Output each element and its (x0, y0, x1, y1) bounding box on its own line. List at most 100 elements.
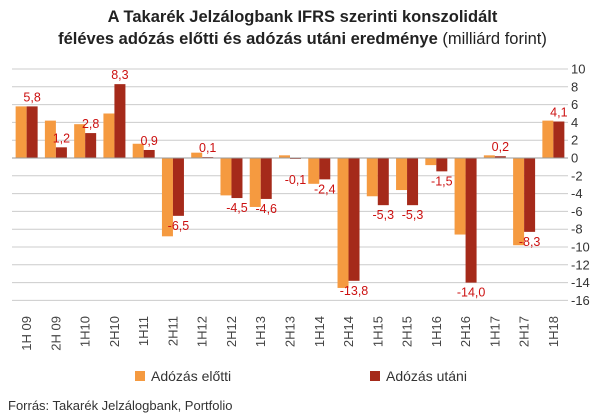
x-tick-label: 1H16 (429, 316, 444, 347)
bar-after-tax (55, 147, 67, 158)
x-tick-label: 1H10 (78, 316, 93, 347)
bar-after-tax (465, 158, 477, 283)
bar-before-tax (425, 158, 437, 166)
y-tick-label: 0 (571, 151, 578, 166)
legend-label-before-tax: Adózás előtti (151, 368, 232, 384)
data-label: 8,3 (111, 68, 128, 82)
x-tick-label: 2H15 (400, 316, 415, 347)
data-label: 0,1 (199, 141, 216, 155)
y-tick-label: -10 (571, 240, 590, 255)
bar-after-tax (436, 158, 448, 172)
x-tick-label: 1H 09 (19, 316, 34, 351)
y-tick-label: -8 (571, 222, 583, 237)
x-tick-label: 2H 09 (48, 316, 63, 351)
data-label: 0,9 (140, 134, 157, 148)
data-label: -13,8 (340, 284, 369, 298)
y-tick-label: 10 (571, 62, 585, 77)
data-label: 1,2 (53, 131, 70, 145)
source-note: Forrás: Takarék Jelzálogbank, Portfolio (8, 398, 233, 413)
bar-before-tax (279, 155, 290, 158)
bar-before-tax (74, 124, 86, 158)
bar-after-tax (319, 158, 331, 180)
bar-before-tax (337, 158, 349, 288)
bar-after-tax (114, 84, 126, 158)
bar-before-tax (308, 158, 320, 184)
data-label: 4,1 (550, 106, 567, 120)
bar-after-tax (348, 158, 360, 281)
y-tick-label: -4 (571, 186, 583, 201)
x-tick-label: 1H18 (546, 316, 561, 347)
bar-before-tax (44, 120, 56, 158)
data-label: -4,6 (255, 202, 277, 216)
bar-before-tax (191, 152, 203, 158)
y-tick-label: 4 (571, 115, 578, 130)
x-tick-label: 2H16 (458, 316, 473, 347)
y-tick-label: -12 (571, 257, 590, 272)
title-line-1: A Takarék Jelzálogbank IFRS szerinti kon… (107, 8, 498, 26)
data-label: -2,4 (314, 182, 336, 196)
bar-before-tax (483, 155, 495, 158)
data-label: -5,3 (373, 208, 395, 222)
data-label: -6,5 (168, 219, 190, 233)
x-tick-label: 1H13 (253, 316, 268, 347)
x-tick-label: 2H12 (224, 316, 239, 347)
data-label: 2,8 (82, 117, 99, 131)
x-tick-label: 1H14 (312, 316, 327, 347)
x-tick-label: 2H10 (107, 316, 122, 347)
y-tick-label: 2 (571, 133, 578, 148)
y-tick-label: -16 (571, 293, 590, 308)
x-tick-label: 1H17 (487, 316, 502, 347)
bar-before-tax (542, 120, 554, 158)
bar-after-tax (143, 149, 155, 158)
legend-after-tax: Adózás utáni (370, 368, 467, 384)
data-label: 0,2 (492, 140, 509, 154)
bar-after-tax (26, 106, 38, 158)
title-line-2-bold: féléves adózás előtti és adózás utáni er… (58, 30, 438, 48)
bar-before-tax (454, 158, 466, 235)
bar-after-tax (231, 158, 243, 199)
x-tick-label: 2H17 (517, 316, 532, 347)
x-tick-label: 1H11 (136, 316, 151, 346)
bar-before-tax (15, 106, 27, 158)
y-tick-label: -6 (571, 204, 583, 219)
legend-swatch-before-tax (135, 371, 145, 382)
bar-before-tax (132, 143, 144, 158)
bar-before-tax (161, 158, 173, 237)
bar-after-tax (407, 158, 419, 206)
bar-before-tax (103, 113, 115, 158)
bar-before-tax (513, 158, 525, 246)
bar-before-tax (220, 158, 232, 196)
data-label: -0,1 (285, 173, 307, 187)
y-tick-label: 8 (571, 79, 578, 94)
bar-after-tax (377, 158, 389, 206)
y-tick-label: -14 (571, 275, 590, 290)
data-label: -5,3 (402, 208, 424, 222)
chart-title: A Takarék Jelzálogbank IFRS szerinti kon… (0, 6, 605, 50)
data-label: -1,5 (431, 174, 453, 188)
x-tick-label: 1H12 (195, 316, 210, 347)
bar-after-tax (494, 156, 506, 158)
bar-after-tax (260, 158, 272, 199)
legend-swatch-after-tax (370, 371, 380, 382)
x-tick-label: 1H15 (370, 316, 385, 347)
legend-before-tax: Adózás előtti (135, 368, 231, 384)
bar-after-tax (524, 158, 536, 232)
bar-before-tax (366, 158, 378, 197)
bar-before-tax (396, 158, 408, 191)
y-tick-label: 6 (571, 97, 578, 112)
data-label: -14,0 (457, 286, 486, 300)
x-tick-label: 2H13 (283, 316, 298, 347)
y-tick-label: -2 (571, 168, 583, 183)
data-label: 5,8 (23, 90, 40, 104)
x-tick-label: 2H11 (165, 316, 180, 346)
bar-after-tax (553, 121, 565, 158)
legend-label-after-tax: Adózás utáni (386, 368, 467, 384)
bar-after-tax (172, 158, 184, 216)
x-tick-label: 2H14 (341, 316, 356, 347)
bar-after-tax (85, 133, 97, 158)
title-unit: (milliárd forint) (442, 30, 547, 48)
data-label: -4,5 (226, 201, 248, 215)
bar-before-tax (249, 158, 261, 207)
data-label: -8,3 (519, 235, 541, 249)
